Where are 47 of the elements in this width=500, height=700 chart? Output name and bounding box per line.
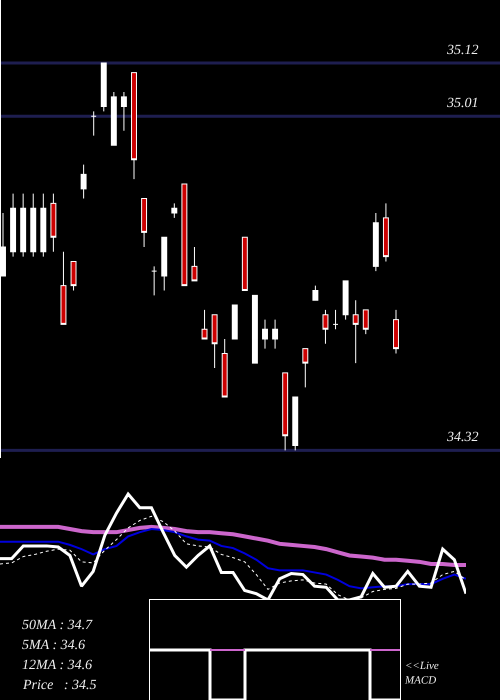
candlestick [60,251,66,325]
candlestick [110,92,117,146]
candlestick [272,319,278,350]
candlestick [252,294,258,364]
candlestick [50,193,56,252]
candlestick [282,372,288,451]
candlestick [120,92,127,132]
candlestick [222,338,228,398]
candlestick [131,72,137,180]
ref-line-label: 35.01 [446,96,478,111]
text: <<Live MACD [404,660,439,686]
text: Price : 34.5 [22,678,96,693]
candlestick [312,285,318,301]
text: 5MA : 34.6 [22,638,86,653]
candlestick [242,236,248,292]
ref-line-label: 35.12 [446,43,478,58]
candlestick [30,193,36,258]
candlestick [262,319,268,350]
candlestick [322,309,328,344]
candlestick [302,348,308,388]
candlestick [352,300,359,364]
candlestick [161,236,168,292]
candlestick [372,212,379,272]
candlestick [181,184,188,286]
candlestick [382,202,389,262]
candlestick [80,164,87,200]
candlestick [342,280,349,320]
candlestick [362,309,369,335]
candlestick [100,62,107,112]
candlestick [393,309,399,354]
candlestick [20,193,26,258]
candlestick [191,246,198,282]
candlestick [151,266,158,296]
candlestick [171,202,178,218]
candlestick [292,396,298,451]
candlestick [10,193,16,258]
candlestick [90,110,97,136]
text: 50MA : 34.7 [22,618,94,633]
candlestick [70,260,77,292]
candlestick [141,198,148,248]
candlestick [40,193,46,258]
candlestick [202,309,208,340]
candlestick [332,309,339,330]
ref-line-label: 34.32 [446,430,478,445]
candlestick [232,304,238,340]
text: 12MA : 34.6 [22,658,92,673]
candlestick [212,314,218,368]
